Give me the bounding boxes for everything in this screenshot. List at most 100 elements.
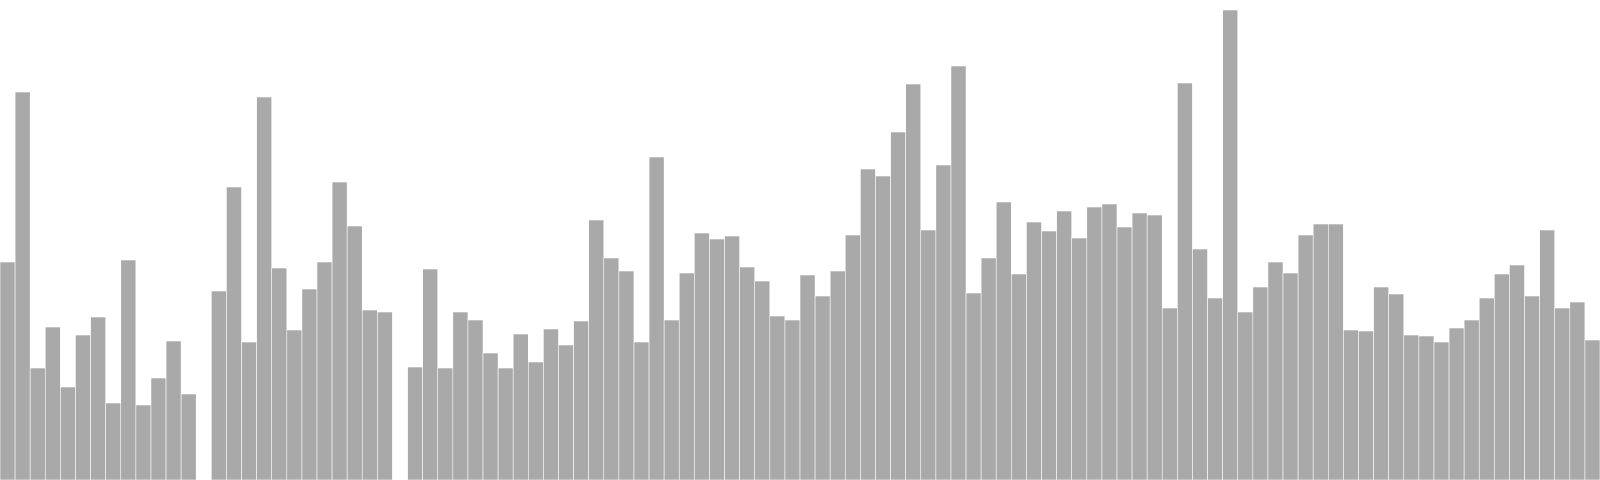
bar (905, 83, 922, 480)
bar (346, 225, 363, 480)
bar (1222, 9, 1239, 480)
bar (739, 266, 756, 480)
bar (920, 229, 937, 480)
bar (1478, 297, 1495, 480)
bar (241, 341, 257, 480)
bar (1086, 206, 1103, 480)
bar (980, 257, 997, 480)
bar (935, 164, 952, 480)
bar (860, 168, 876, 480)
bar (709, 238, 725, 480)
bar (60, 386, 76, 480)
bar (286, 329, 303, 480)
bar (1192, 248, 1208, 480)
bar (724, 235, 740, 480)
bar (1282, 272, 1299, 480)
bar (1131, 212, 1148, 480)
bar (150, 377, 167, 480)
bar (1433, 341, 1450, 480)
bar (512, 333, 529, 480)
bar (844, 234, 861, 480)
bar (618, 270, 635, 480)
bar (1584, 339, 1600, 480)
bar (75, 334, 91, 480)
bar (467, 319, 484, 480)
bar (165, 340, 182, 480)
bar (1056, 210, 1072, 480)
bar (1418, 335, 1435, 480)
bar (1388, 293, 1405, 480)
bar (271, 267, 288, 480)
bar (1041, 230, 1057, 480)
bar (1463, 319, 1480, 480)
bar (14, 91, 31, 480)
bar (422, 268, 439, 480)
bar (633, 341, 650, 480)
bar (1101, 203, 1118, 480)
bar (120, 259, 137, 480)
bar (1116, 226, 1133, 480)
bar (543, 328, 559, 480)
bar (361, 309, 378, 480)
bar (1161, 307, 1178, 480)
bar (950, 65, 967, 480)
bar (875, 175, 891, 480)
bar (497, 367, 514, 480)
bar (588, 219, 605, 480)
bar (1524, 295, 1540, 480)
bar (754, 280, 771, 480)
bar (1026, 221, 1042, 480)
bar (211, 290, 227, 480)
bar (1358, 330, 1374, 480)
bar (1343, 329, 1359, 480)
bar (678, 272, 695, 480)
bar (648, 156, 665, 480)
bar (814, 295, 831, 480)
bar (1373, 286, 1389, 480)
bar (1237, 311, 1254, 480)
bar (1328, 223, 1344, 480)
bars-group (0, 9, 1600, 480)
bar (1448, 327, 1465, 480)
bar (1312, 223, 1329, 480)
bar (0, 261, 16, 480)
bar (995, 201, 1012, 480)
bar (965, 292, 982, 480)
bar (44, 326, 61, 480)
bar (1494, 273, 1510, 480)
bar (1509, 264, 1525, 480)
bar (829, 270, 846, 480)
bar (769, 315, 786, 480)
bar (558, 344, 574, 480)
bar (1207, 297, 1223, 480)
bar (256, 96, 272, 480)
bar (437, 367, 454, 480)
bar (1403, 334, 1420, 480)
bar (1011, 273, 1027, 480)
bar (452, 311, 469, 480)
bar (527, 361, 544, 480)
bar (1569, 301, 1586, 480)
bar (1539, 229, 1556, 480)
bar (331, 181, 348, 480)
bar (105, 402, 122, 480)
bar (90, 316, 106, 480)
bar (890, 131, 906, 480)
bar (135, 404, 152, 480)
bar (1554, 307, 1571, 480)
bar (603, 257, 620, 480)
bar (799, 274, 816, 480)
bar (226, 186, 242, 480)
bar (1177, 82, 1193, 480)
bar (316, 261, 333, 480)
bar (482, 352, 499, 480)
bar (29, 367, 46, 480)
bar (377, 311, 393, 480)
bar (573, 320, 589, 480)
bar (663, 319, 680, 480)
bar (1267, 261, 1284, 480)
bar (694, 232, 710, 480)
bar (1252, 286, 1269, 480)
